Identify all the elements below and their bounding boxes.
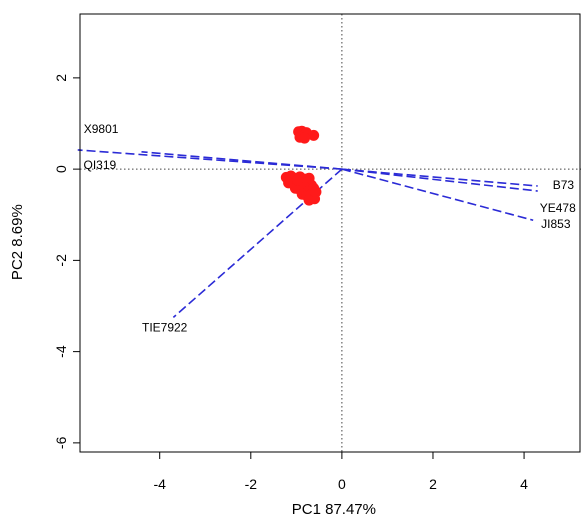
y-axis: 2 0 -2 -4 -6 xyxy=(53,74,80,449)
loading-vector-ye478 xyxy=(341,168,538,192)
y-tick-label: -4 xyxy=(53,345,69,358)
x-axis-label: PC1 87.47% xyxy=(292,501,376,518)
loading-label: B73 xyxy=(553,178,575,192)
loading-label: JI853 xyxy=(541,217,571,231)
score-point xyxy=(292,174,304,186)
loading-vector-tie7922 xyxy=(172,168,343,319)
y-tick-label: 0 xyxy=(53,165,69,173)
loading-vectors xyxy=(77,149,538,319)
x-tick-label: -4 xyxy=(153,476,166,492)
y-tick-label: -6 xyxy=(53,436,69,449)
x-tick-label: -2 xyxy=(245,476,258,492)
x-tick-label: 2 xyxy=(429,476,437,492)
score-point xyxy=(308,129,320,141)
x-tick-label: 4 xyxy=(520,476,528,492)
score-point xyxy=(299,132,311,144)
loading-label: TIE7922 xyxy=(142,320,188,334)
reference-lines xyxy=(80,14,581,452)
loading-vector-ji853 xyxy=(341,168,534,221)
y-tick-label: 2 xyxy=(53,74,69,82)
score-points xyxy=(280,125,322,206)
loading-label: YE478 xyxy=(540,201,576,215)
x-axis: -4 -2 0 2 4 xyxy=(153,452,528,492)
loading-vector-qi319 xyxy=(141,150,342,170)
score-point xyxy=(310,186,322,198)
loading-labels: X9801 QI319 B73 YE478 JI853 TIE7922 xyxy=(83,122,576,334)
loading-label: QI319 xyxy=(83,158,116,172)
loading-label: X9801 xyxy=(84,122,119,136)
plot-frame xyxy=(79,13,581,453)
y-tick-label: -2 xyxy=(53,254,69,267)
y-axis-label: PC2 8.69% xyxy=(9,204,26,280)
loading-vector-b73 xyxy=(341,168,538,187)
x-tick-label: 0 xyxy=(338,476,346,492)
